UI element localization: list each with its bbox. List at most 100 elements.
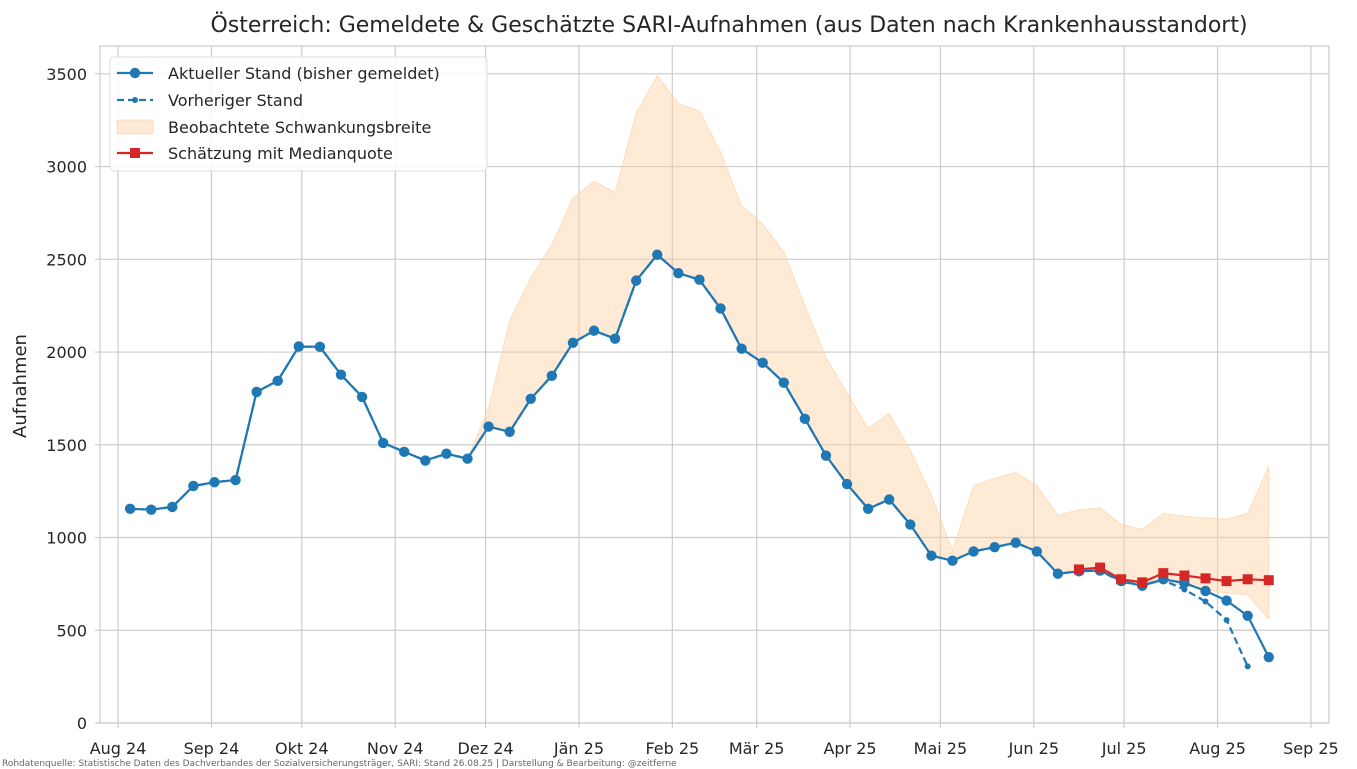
current-point-20	[546, 370, 558, 381]
current-point-36	[884, 494, 895, 505]
legend-label-current: Aktueller Stand (bisher gemeldet)	[168, 64, 440, 83]
current-point-22	[588, 325, 600, 336]
current-point-29	[736, 343, 747, 354]
current-point-44	[1052, 568, 1064, 579]
x-tick-label-5: Jän 25	[553, 739, 604, 758]
current-point-3	[188, 480, 199, 492]
current-point-40	[968, 546, 979, 557]
current-point-24	[630, 275, 642, 286]
x-tick-label-8: Apr 25	[823, 739, 876, 758]
legend-swatch-band	[116, 119, 154, 135]
previous-point-50	[1181, 586, 1188, 593]
current-point-21	[567, 337, 579, 348]
current-point-31	[778, 377, 789, 388]
current-point-38	[926, 550, 937, 561]
current-point-25	[652, 249, 663, 260]
y-tick-label-6: 3000	[46, 158, 87, 177]
current-point-16	[462, 453, 473, 464]
y-axis-label: Aufnahmen	[10, 334, 31, 438]
current-point-53	[1242, 610, 1253, 621]
x-tick-label-7: Mär 25	[729, 739, 785, 758]
current-point-32	[799, 413, 811, 425]
current-point-54	[1263, 651, 1274, 663]
current-point-43	[1031, 546, 1043, 557]
current-point-5	[230, 474, 241, 486]
x-tick-label-12: Aug 25	[1189, 739, 1246, 758]
current-point-30	[757, 357, 768, 368]
current-point-33	[820, 450, 832, 461]
current-point-37	[905, 519, 916, 530]
estimate-point-4	[1158, 568, 1169, 579]
current-point-35	[862, 503, 874, 514]
x-tick-label-11: Jul 25	[1101, 739, 1147, 758]
current-point-27	[694, 274, 705, 285]
current-point-34	[841, 478, 853, 490]
estimate-point-0	[1073, 564, 1084, 575]
x-tick-label-4: Dez 24	[458, 739, 514, 758]
y-tick-label-2: 1000	[46, 529, 87, 548]
current-point-9	[314, 341, 326, 353]
current-point-19	[525, 393, 536, 404]
estimate-point-9	[1263, 575, 1274, 586]
current-point-10	[335, 369, 347, 380]
legend-marker-estimate	[130, 148, 140, 158]
previous-point-52	[1223, 617, 1230, 624]
current-point-42	[1010, 537, 1021, 548]
previous-point-51	[1202, 598, 1209, 605]
current-point-41	[989, 541, 1000, 553]
legend-label-band: Beobachtete Schwankungsbreite	[168, 118, 431, 137]
current-point-8	[293, 341, 305, 352]
legend: Aktueller Stand (bisher gemeldet) Vorheri…	[109, 56, 488, 172]
estimate-point-1	[1095, 562, 1106, 573]
current-point-18	[504, 426, 515, 437]
y-tick-label-5: 2500	[46, 250, 87, 269]
legend-marker-previous	[132, 97, 138, 103]
current-point-4	[209, 477, 220, 488]
estimate-series-line	[1078, 566, 1269, 584]
current-point-17	[483, 421, 494, 432]
x-tick-label-6: Feb 25	[645, 739, 699, 758]
estimate-point-2	[1116, 574, 1127, 585]
current-point-2	[167, 501, 178, 513]
legend-box	[109, 56, 488, 172]
current-point-28	[715, 303, 726, 314]
chart-title: Österreich: Gemeldete & Geschätzte SARI-…	[210, 12, 1247, 38]
current-point-13	[399, 446, 410, 458]
current-point-6	[251, 386, 262, 398]
footnote: Rohdatenquelle: Statistische Daten des D…	[2, 759, 677, 769]
y-tick-label-0: 0	[77, 714, 87, 733]
x-tick-label-13: Sep 25	[1283, 739, 1339, 758]
current-point-12	[377, 437, 389, 449]
x-tick-label-10: Jun 25	[1008, 739, 1059, 758]
y-tick-label-7: 3500	[46, 65, 87, 84]
y-tick-label-3: 1500	[46, 436, 87, 455]
current-point-1	[146, 504, 157, 515]
current-point-26	[673, 268, 684, 279]
estimate-point-8	[1242, 574, 1253, 585]
estimate-point-3	[1137, 577, 1148, 588]
legend-marker-current	[129, 67, 141, 79]
x-tick-label-1: Sep 24	[184, 739, 240, 758]
estimate-point-6	[1200, 573, 1211, 584]
current-point-7	[272, 375, 283, 386]
x-tick-label-3: Nov 24	[367, 739, 424, 758]
current-point-0	[124, 503, 136, 514]
current-point-14	[420, 455, 431, 466]
x-tick-label-0: Aug 24	[90, 739, 147, 758]
plot-area: 0 500 1000 1500 2000 2500 3000 3500 Aug 24 Sep 24…	[46, 45, 1339, 758]
current-point-23	[609, 333, 621, 344]
current-point-11	[356, 391, 368, 403]
current-point-51	[1200, 585, 1211, 597]
current-point-39	[947, 555, 958, 566]
x-tick-label-2: Okt 24	[275, 739, 329, 758]
y-tick-label-1: 500	[56, 621, 87, 640]
previous-point-53	[1244, 663, 1251, 670]
estimate-point-5	[1179, 570, 1190, 581]
y-tick-label-4: 2000	[46, 343, 87, 362]
legend-label-estimate: Schätzung mit Medianquote	[168, 144, 393, 163]
legend-label-previous: Vorheriger Stand	[168, 91, 303, 110]
current-point-52	[1221, 595, 1232, 606]
current-point-15	[441, 448, 452, 459]
x-tick-label-9: Mai 25	[914, 739, 968, 758]
